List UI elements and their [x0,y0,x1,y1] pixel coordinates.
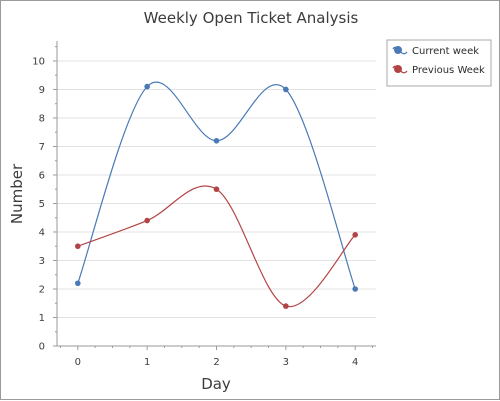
x-tick-label: 1 [144,357,150,368]
chart-title: Weekly Open Ticket Analysis [144,9,359,27]
y-axis-title: Number [8,163,26,224]
data-point-series-1 [283,86,289,93]
y-tick-label: 9 [39,85,45,96]
x-tick-label: 4 [352,357,358,368]
series-line-1 [77,81,356,290]
y-tick-label: 0 [39,342,45,353]
legend-marker-dot [394,46,402,54]
legend-label: Current week [412,46,479,57]
legend-box [386,39,492,87]
legend-label: Previous Week [412,65,485,76]
plot-area: 0 1 2 3 4 5 6 7 8 9 10 0 1 2 3 4 [32,41,376,368]
legend: Current week Previous Week [386,39,492,87]
y-tick-label: 7 [39,142,45,153]
data-point-series-2 [283,303,289,309]
series-line-2 [77,185,356,308]
legend-marker-dot [394,65,402,73]
data-point-series-2 [352,232,358,238]
data-point-series-1 [75,280,81,287]
data-point-series-1 [213,137,220,144]
x-axis-title: Day [201,375,231,393]
x-tick-label: 3 [283,357,289,368]
data-point-series-2 [213,186,220,193]
y-tick-label: 6 [39,170,45,181]
data-point-series-1 [352,286,358,292]
y-tick-label: 2 [39,284,45,295]
data-point-series-2 [75,243,81,250]
y-tick-label: 1 [39,313,45,324]
y-tick-label: 4 [39,227,45,238]
y-tick-label: 8 [39,113,45,124]
y-tick-label: 10 [32,56,45,67]
data-point-series-1 [144,83,150,90]
data-point-series-2 [144,217,150,224]
x-tick-label: 2 [213,357,219,368]
y-tick-label: 3 [39,256,45,267]
x-tick-label: 0 [75,357,81,368]
y-tick-label: 5 [39,199,45,210]
